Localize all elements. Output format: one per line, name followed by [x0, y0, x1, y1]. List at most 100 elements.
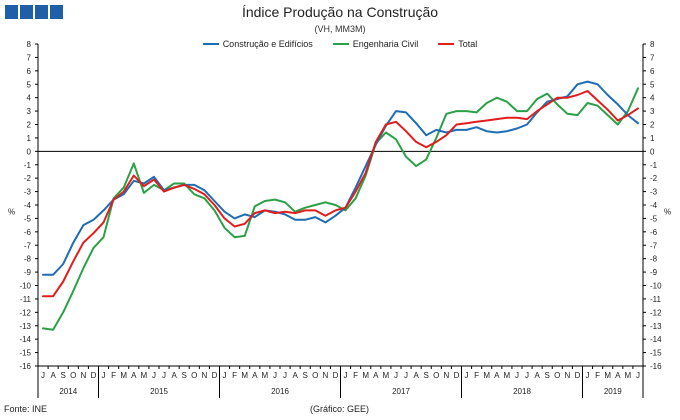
legend-swatch — [438, 43, 455, 45]
x-month-label: J — [465, 371, 469, 380]
chart-legend: Construção e Edifícios Engenharia Civil … — [0, 39, 680, 49]
x-month-label: S — [424, 371, 429, 380]
x-month-label: O — [191, 371, 197, 380]
x-month-label: J — [273, 371, 277, 380]
y-tick-label-left: -2 — [24, 174, 32, 183]
legend-swatch — [202, 43, 219, 45]
logo-block — [5, 5, 18, 19]
y-tick-label-right: -9 — [650, 268, 658, 277]
y-tick-label-right: -6 — [650, 228, 658, 237]
x-month-label: O — [433, 371, 439, 380]
x-year-label: 2016 — [271, 387, 289, 396]
x-month-label: J — [152, 371, 156, 380]
y-tick-label-right: 6 — [650, 67, 655, 76]
y-tick-label-left: -13 — [19, 322, 31, 331]
x-month-label: F — [111, 371, 116, 380]
x-month-label: A — [494, 371, 500, 380]
y-tick-label-right: -1 — [650, 161, 658, 170]
x-month-label: D — [91, 371, 97, 380]
x-month-label: F — [232, 371, 237, 380]
x-month-label: S — [303, 371, 308, 380]
y-tick-label-left: -15 — [19, 349, 31, 358]
x-month-label: D — [454, 371, 460, 380]
y-tick-label-left: 0 — [27, 147, 32, 156]
x-month-label: A — [615, 371, 621, 380]
series-line-engenharia — [42, 87, 639, 331]
y-tick-label-right: -11 — [650, 295, 662, 304]
y-tick-label-left: 6 — [27, 67, 32, 76]
legend-item-engenharia: Engenharia Civil — [332, 39, 418, 49]
x-month-label: M — [262, 371, 269, 380]
y-tick-label-right: -8 — [650, 255, 658, 264]
chart-credit: (Gráfico: GEE) — [310, 404, 370, 414]
legend-item-construcao: Construção e Edifícios — [202, 39, 313, 49]
y-tick-label-left: -3 — [24, 188, 32, 197]
x-month-label: F — [595, 371, 600, 380]
x-month-label: J — [162, 371, 166, 380]
legend-label: Total — [458, 39, 478, 49]
y-tick-label-right: -12 — [650, 308, 662, 317]
y-tick-label-right: -3 — [650, 188, 658, 197]
x-month-label: A — [373, 371, 379, 380]
x-month-label: A — [534, 371, 540, 380]
x-month-label: S — [182, 371, 187, 380]
source-note: Fonte: INE — [4, 404, 48, 414]
x-month-label: S — [545, 371, 550, 380]
y-tick-label-left: -14 — [19, 335, 31, 344]
x-month-label: S — [61, 371, 66, 380]
y-tick-label-left: 7 — [27, 53, 32, 62]
x-month-label: A — [413, 371, 419, 380]
x-month-label: J — [404, 371, 408, 380]
x-month-label: M — [625, 371, 632, 380]
chart-title: Índice Produção na Construção — [241, 4, 439, 20]
y-tick-label-left: -7 — [24, 241, 32, 250]
x-month-label: M — [504, 371, 511, 380]
x-month-label: M — [362, 371, 369, 380]
x-month-label: F — [474, 371, 479, 380]
y-tick-label-left: -4 — [24, 201, 32, 210]
x-month-label: J — [41, 371, 45, 380]
x-month-label: D — [333, 371, 339, 380]
y-tick-label-right: 8 — [650, 40, 655, 49]
x-month-label: O — [312, 371, 318, 380]
y-tick-label-left: -5 — [24, 214, 32, 223]
y-tick-label-left: 8 — [27, 40, 32, 49]
x-month-label: J — [586, 371, 590, 380]
y-tick-label-left: 3 — [27, 107, 32, 116]
x-month-label: M — [241, 371, 248, 380]
y-tick-label-left: -12 — [19, 308, 31, 317]
y-tick-label-left: -16 — [19, 362, 31, 371]
y-tick-label-right: -2 — [650, 174, 658, 183]
x-month-label: J — [283, 371, 287, 380]
y-tick-label-right: -7 — [650, 241, 658, 250]
legend-swatch — [332, 43, 349, 45]
y-tick-label-left: 4 — [27, 94, 32, 103]
y-tick-label-right: 5 — [650, 80, 655, 89]
y-tick-label-left: -6 — [24, 228, 32, 237]
legend-item-total: Total — [438, 39, 477, 49]
x-month-label: A — [252, 371, 258, 380]
x-month-label: J — [636, 371, 640, 380]
x-month-label: J — [223, 371, 227, 380]
y-tick-label-right: -14 — [650, 335, 662, 344]
x-month-label: M — [120, 371, 127, 380]
x-month-label: A — [292, 371, 298, 380]
y-axis-label-left: % — [8, 208, 15, 217]
y-tick-label-right: -5 — [650, 214, 658, 223]
y-tick-label-right: -15 — [650, 349, 662, 358]
gee-logo — [5, 5, 63, 19]
logo-block — [50, 5, 63, 19]
x-month-label: D — [575, 371, 581, 380]
x-month-label: F — [353, 371, 358, 380]
x-month-label: J — [515, 371, 519, 380]
x-month-label: N — [322, 371, 328, 380]
x-month-label: A — [171, 371, 177, 380]
y-tick-label-left: 5 — [27, 80, 32, 89]
y-tick-label-left: -10 — [19, 282, 31, 291]
y-tick-label-right: 2 — [650, 121, 655, 130]
y-tick-label-right: 0 — [650, 147, 655, 156]
y-tick-label-left: -1 — [24, 161, 32, 170]
y-tick-label-left: 1 — [27, 134, 32, 143]
x-month-label: M — [483, 371, 490, 380]
